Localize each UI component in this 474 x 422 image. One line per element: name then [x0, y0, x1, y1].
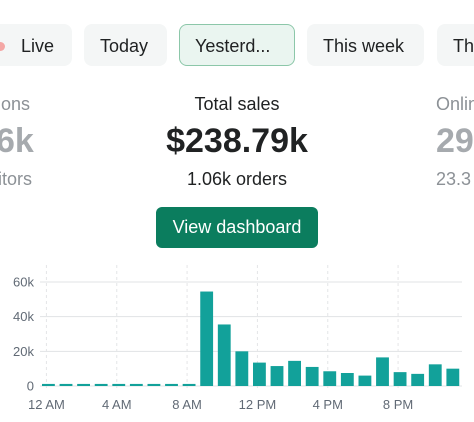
- tab-label: Yesterd...: [195, 36, 271, 56]
- x-tick-label: 12 AM: [28, 397, 65, 412]
- total-sales-value: $238.79k: [166, 122, 308, 160]
- chart-bar: [42, 383, 55, 386]
- chart-bar: [217, 324, 231, 386]
- x-tick-label: 8 AM: [172, 397, 202, 412]
- chart-bar: [446, 368, 460, 386]
- right-metric-value: 29: [436, 122, 474, 160]
- date-range-tabs: Live Today Yesterd... This week Th: [0, 24, 474, 68]
- chart-bar: [253, 362, 266, 386]
- chart-bar: [59, 383, 73, 386]
- chart-bar: [340, 373, 354, 386]
- left-metric-sub: itors: [0, 169, 33, 189]
- tab-today[interactable]: Today: [84, 24, 167, 66]
- tab-label: Today: [100, 36, 149, 56]
- chart-bar: [288, 360, 302, 386]
- sales-bar-chart: 60k 40k 20k 0 12 AM 4 AM 8 AM 12 PM 4 PM 8 PM: [13, 265, 462, 412]
- total-sales-label: Total sales: [194, 94, 280, 114]
- tab-this-week[interactable]: This week: [307, 24, 424, 66]
- tab-label: Live: [21, 36, 55, 56]
- left-metric-label: ions: [0, 94, 31, 114]
- chart-bar: [129, 383, 143, 386]
- tab-live[interactable]: Live: [0, 24, 72, 66]
- x-tick-label: 12 PM: [239, 397, 277, 412]
- left-metric-value: 6k: [0, 122, 34, 160]
- x-tick-label: 4 PM: [313, 397, 343, 412]
- right-metric-label: Onlin: [436, 94, 474, 114]
- orders-count: 1.06k orders: [186, 169, 288, 189]
- chart-bar: [182, 383, 196, 386]
- view-dashboard-button[interactable]: View dashboard: [156, 207, 318, 248]
- x-tick-label: 8 PM: [383, 397, 413, 412]
- tab-label: Th: [453, 36, 474, 56]
- chart-bar: [235, 351, 249, 386]
- chart-bar: [323, 371, 337, 386]
- chart-bar: [200, 291, 214, 386]
- chart-bar: [358, 375, 372, 386]
- live-indicator-icon: [0, 42, 5, 51]
- chart-bar: [411, 373, 425, 386]
- tab-yesterday[interactable]: Yesterd...: [179, 24, 295, 66]
- chart-bar: [165, 383, 178, 386]
- y-tick-label: 40k: [13, 309, 34, 324]
- chart-bar: [270, 366, 284, 386]
- y-tick-label: 20k: [13, 344, 34, 359]
- chart-bar: [393, 372, 407, 386]
- y-tick-label: 60k: [13, 275, 34, 290]
- x-tick-label: 4 AM: [102, 397, 132, 412]
- y-tick-label: 0: [27, 379, 34, 394]
- tab-next-partial[interactable]: Th: [437, 24, 474, 66]
- chart-bar: [112, 383, 126, 386]
- tab-label: This week: [323, 36, 405, 56]
- right-metric-sub: 23.3: [436, 169, 472, 189]
- chart-bar: [147, 383, 161, 386]
- chart-bar: [428, 364, 442, 386]
- chart-bar: [94, 383, 108, 386]
- chart-bar: [77, 383, 91, 386]
- chart-bar: [305, 366, 319, 386]
- chart-bar: [376, 357, 389, 386]
